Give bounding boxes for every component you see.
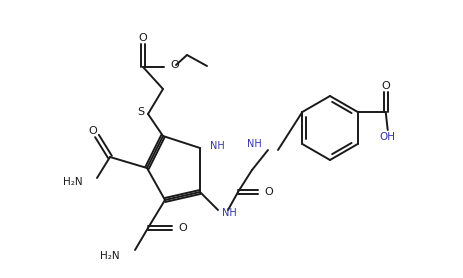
Text: H₂N: H₂N [63, 177, 83, 187]
Text: NH: NH [222, 208, 237, 218]
Text: O: O [88, 126, 97, 136]
Text: S: S [137, 107, 144, 117]
Text: O: O [264, 187, 273, 197]
Text: H₂N: H₂N [100, 251, 120, 261]
Text: O: O [170, 60, 179, 70]
Text: NH: NH [247, 139, 262, 149]
Text: NH: NH [210, 141, 225, 151]
Text: O: O [138, 33, 147, 43]
Text: O: O [382, 81, 390, 91]
Text: OH: OH [380, 132, 396, 142]
Text: O: O [178, 223, 187, 233]
